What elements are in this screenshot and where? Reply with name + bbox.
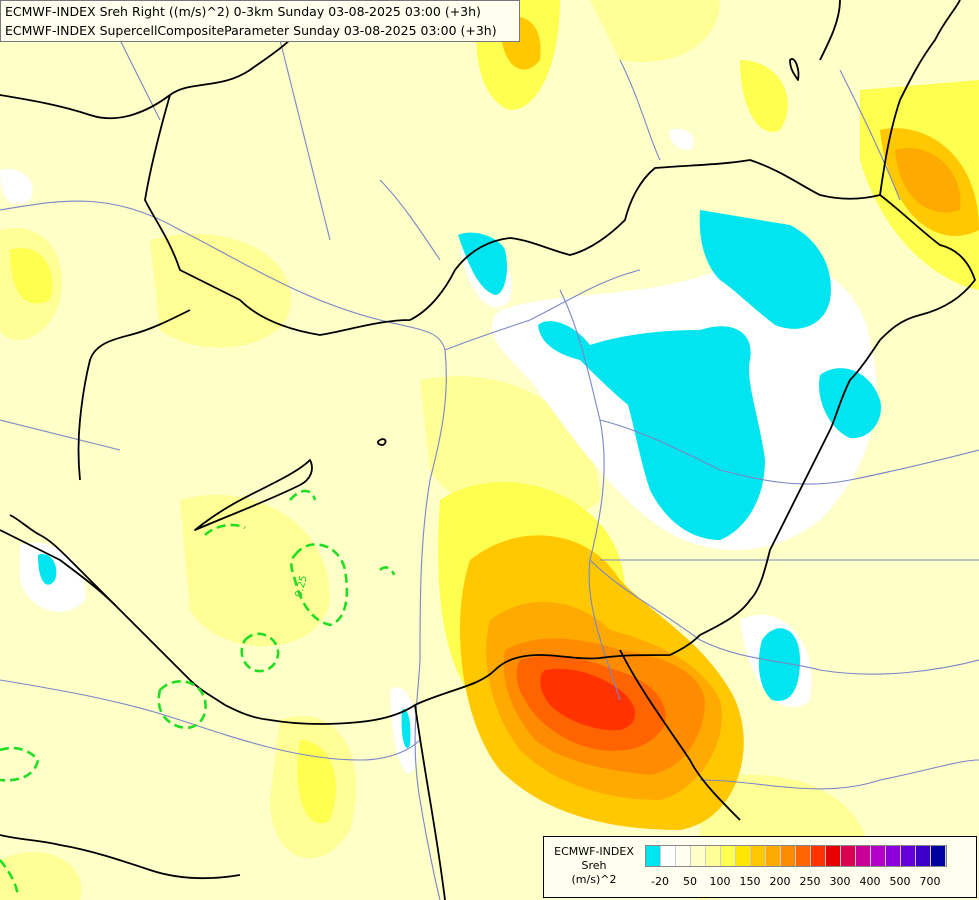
legend-swatches (645, 845, 947, 867)
legend-swatch (736, 846, 751, 866)
legend-tick-label: 300 (829, 875, 851, 888)
title-line-scp: ECMWF-INDEX SupercellCompositeParameter … (5, 23, 497, 38)
legend-tick-label: -20 (651, 875, 669, 888)
legend-swatch (661, 846, 676, 866)
legend-swatch (646, 846, 661, 866)
sreh-field-red (540, 668, 635, 731)
scp-contours (0, 489, 396, 896)
legend-swatch (871, 846, 886, 866)
legend-tick-label: 700 (919, 875, 941, 888)
legend-title-line: Sreh (581, 859, 607, 872)
legend-swatch (706, 846, 721, 866)
legend-title-line: ECMWF-INDEX (554, 845, 634, 858)
legend-title-line: (m/s)^2 (571, 873, 617, 886)
legend-swatch (916, 846, 931, 866)
legend-swatch (826, 846, 841, 866)
legend-swatch (811, 846, 826, 866)
legend-tick-label: 150 (739, 875, 761, 888)
legend-tick-label: 200 (769, 875, 791, 888)
legend-swatch (766, 846, 781, 866)
legend-tick-label: 100 (709, 875, 731, 888)
legend-title: ECMWF-INDEX Sreh (m/s)^2 (548, 845, 640, 887)
legend-tick-label: 400 (859, 875, 881, 888)
legend-ticks: -20 50 100 150 200 250 300 400 500 700 (645, 875, 975, 891)
legend-swatch (886, 846, 901, 866)
legend-swatch (796, 846, 811, 866)
legend-swatch (841, 846, 856, 866)
legend-swatch (901, 846, 916, 866)
legend-swatch (691, 846, 706, 866)
map-title: ECMWF-INDEX Sreh Right ((m/s)^2) 0-3km S… (0, 0, 520, 42)
legend-swatch (781, 846, 796, 866)
legend-swatch (931, 846, 946, 866)
legend-swatch (676, 846, 691, 866)
color-legend: ECMWF-INDEX Sreh (m/s)^2 -20 50 100 150 200 2… (543, 836, 977, 898)
legend-swatch (751, 846, 766, 866)
sreh-field-negative (38, 210, 881, 749)
legend-swatch (856, 846, 871, 866)
legend-tick-label: 50 (683, 875, 697, 888)
title-line-sreh: ECMWF-INDEX Sreh Right ((m/s)^2) 0-3km S… (5, 4, 481, 19)
legend-tick-label: 500 (889, 875, 911, 888)
legend-swatch (721, 846, 736, 866)
legend-tick-label: 250 (799, 875, 821, 888)
